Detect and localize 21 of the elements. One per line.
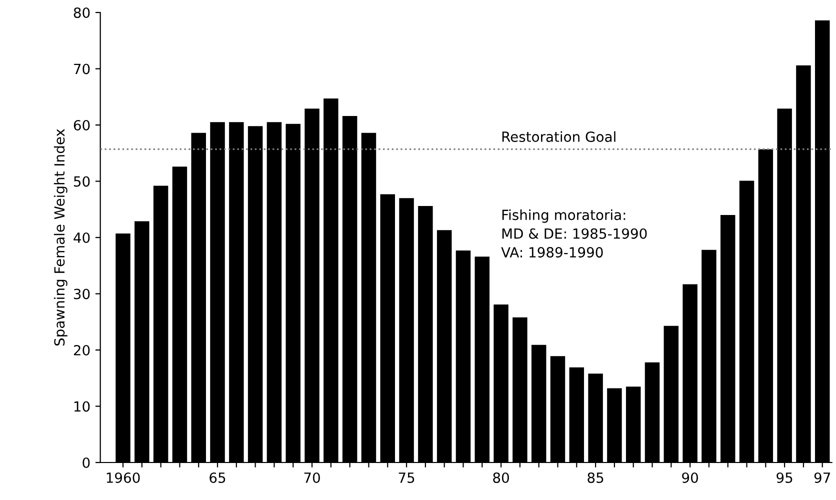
y-tick-label: 10 (74, 401, 90, 412)
y-tick-label: 30 (74, 288, 90, 300)
x-tick-label: 95 (776, 472, 792, 483)
annotation: Fishing moratoria: MD & DE: 1985-1990 VA: 1989-1990 (501, 209, 647, 258)
x-tick-label: 97 (814, 472, 830, 483)
y-tick-label: 70 (74, 64, 90, 74)
y-tick-label: 60 (74, 120, 90, 130)
x-tick-label: 65 (210, 472, 226, 483)
x-tick-label: 75 (398, 472, 414, 483)
ref-line-label: Restoration Goal (502, 131, 616, 142)
x-tick-label: 90 (682, 472, 698, 483)
y-tick-label: 0 (82, 457, 90, 468)
x-tick-label: 1960 (106, 472, 140, 483)
y-axis-title: Spawning Female Weight Index (54, 129, 68, 346)
y-tick-label: 40 (74, 232, 90, 243)
x-tick-label: 80 (493, 472, 509, 483)
y-tick-label: 20 (74, 344, 90, 356)
y-tick-label: 80 (74, 7, 90, 18)
x-tick-label: 85 (588, 472, 604, 483)
y-tick-label: 50 (74, 176, 90, 187)
x-tick-label: 70 (304, 472, 320, 483)
